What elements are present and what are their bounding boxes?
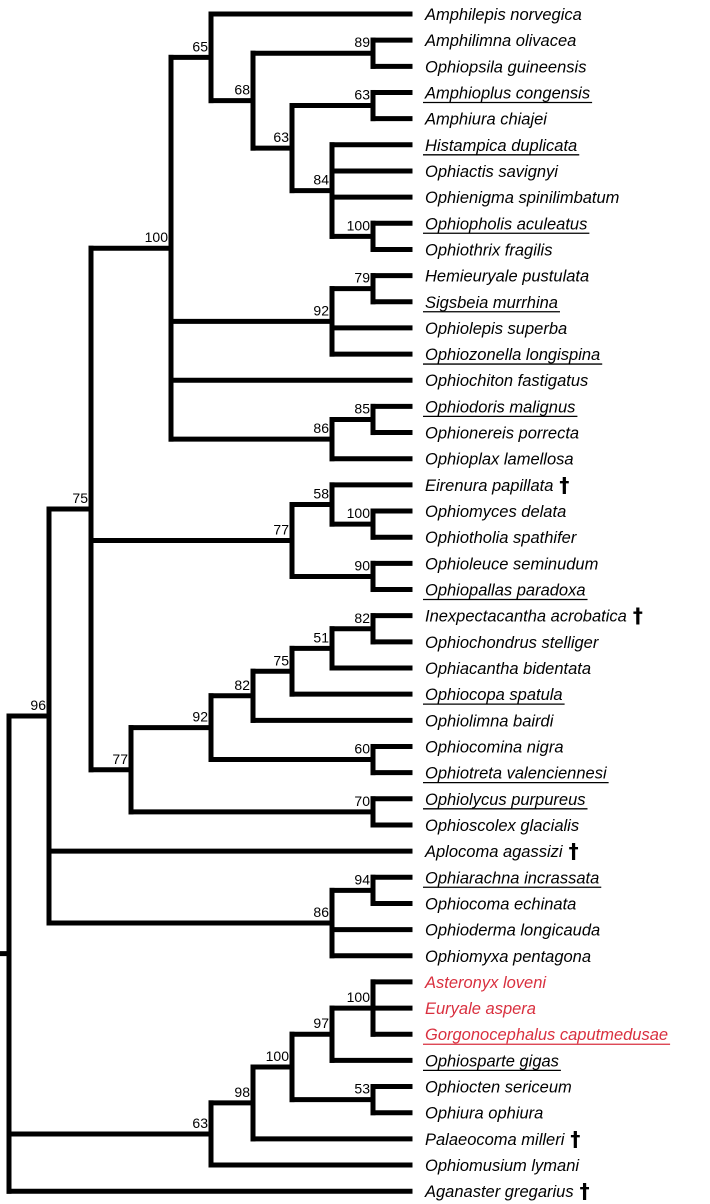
taxon-gorgonocephalus-caputmedusae: Gorgonocephalus caputmedusae bbox=[425, 1026, 668, 1044]
support-value: 89 bbox=[354, 34, 370, 50]
taxon-ophiocomina-nigra: Ophiocomina nigra bbox=[425, 738, 564, 756]
fossil-dagger-icon: † bbox=[569, 839, 579, 863]
support-value: 79 bbox=[354, 270, 370, 286]
support-value: 94 bbox=[354, 871, 370, 887]
fossil-dagger-icon: † bbox=[580, 1179, 590, 1203]
support-value: 84 bbox=[313, 172, 329, 188]
support-value: 51 bbox=[313, 629, 329, 645]
taxon-histampica-duplicata: Histampica duplicata bbox=[425, 137, 577, 155]
support-value: 68 bbox=[234, 82, 250, 98]
taxon-ophiozonella-longispina: Ophiozonella longispina bbox=[425, 346, 600, 364]
taxon-palaeocoma-milleri: Palaeocoma milleri bbox=[425, 1131, 566, 1149]
taxon-ophiopholis-aculeatus: Ophiopholis aculeatus bbox=[425, 215, 587, 233]
taxon-ophiochondrus-stelliger: Ophiochondrus stelliger bbox=[425, 634, 600, 652]
support-value: 58 bbox=[313, 486, 329, 502]
taxon-ophioplax-lamellosa: Ophioplax lamellosa bbox=[425, 451, 574, 469]
support-value: 63 bbox=[273, 129, 289, 145]
support-value: 100 bbox=[266, 1048, 290, 1064]
taxon-ophiopallas-paradoxa: Ophiopallas paradoxa bbox=[425, 582, 586, 600]
support-value: 70 bbox=[354, 793, 370, 809]
fossil-dagger-icon: † bbox=[570, 1127, 580, 1151]
taxon-ophienigma-spinilimbatum: Ophienigma spinilimbatum bbox=[425, 189, 619, 207]
taxon-ophioscolex-glacialis: Ophioscolex glacialis bbox=[425, 817, 579, 835]
support-value: 77 bbox=[112, 751, 128, 767]
taxon-ophiacantha-bidentata: Ophiacantha bidentata bbox=[425, 660, 591, 678]
taxon-euryale-aspera: Euryale aspera bbox=[425, 1000, 536, 1018]
taxon-ophiodoris-malignus: Ophiodoris malignus bbox=[425, 398, 575, 416]
support-value: 65 bbox=[192, 38, 208, 54]
taxon-amphioplus-congensis: Amphioplus congensis bbox=[424, 84, 590, 102]
support-value: 98 bbox=[234, 1084, 250, 1100]
support-value: 86 bbox=[313, 904, 329, 920]
support-value: 82 bbox=[354, 610, 370, 626]
taxon-ophiomusium-lymani: Ophiomusium lymani bbox=[425, 1157, 580, 1175]
support-value: 100 bbox=[145, 229, 169, 245]
support-value: 97 bbox=[313, 1015, 329, 1031]
support-value: 82 bbox=[234, 677, 250, 693]
support-value: 96 bbox=[30, 697, 46, 713]
taxon-ophiocoma-echinata: Ophiocoma echinata bbox=[425, 895, 576, 913]
taxon-aplocoma-agassizi: Aplocoma agassizi bbox=[424, 843, 564, 861]
taxon-ophiomyces-delata: Ophiomyces delata bbox=[425, 503, 566, 521]
taxon-ophiolycus-purpureus: Ophiolycus purpureus bbox=[425, 791, 586, 809]
taxon-ophiotholia-spathifer: Ophiotholia spathifer bbox=[425, 529, 578, 547]
taxon-amphilepis-norvegica: Amphilepis norvegica bbox=[424, 6, 582, 24]
taxon-ophiactis-savignyi: Ophiactis savignyi bbox=[425, 163, 559, 181]
support-value: 100 bbox=[347, 989, 371, 1005]
support-value: 63 bbox=[354, 87, 370, 103]
taxon-ophiochiton-fastigatus: Ophiochiton fastigatus bbox=[425, 372, 588, 390]
taxon-ophiosparte-gigas: Ophiosparte gigas bbox=[425, 1052, 559, 1070]
taxon-amphilimna-olivacea: Amphilimna olivacea bbox=[424, 32, 576, 50]
taxon-inexpectacantha-acrobatica: Inexpectacantha acrobatica bbox=[425, 608, 627, 626]
support-value: 100 bbox=[347, 217, 371, 233]
taxon-eirenura-papillata: Eirenura papillata bbox=[425, 477, 553, 495]
taxon-ophiothrix-fragilis: Ophiothrix fragilis bbox=[425, 241, 552, 259]
taxon-ophioderma-longicauda: Ophioderma longicauda bbox=[425, 922, 600, 940]
taxon-ophiotreta-valenciennesi: Ophiotreta valenciennesi bbox=[425, 765, 608, 783]
fossil-dagger-icon: † bbox=[633, 604, 643, 628]
taxon-ophiarachna-incrassata: Ophiarachna incrassata bbox=[425, 869, 599, 887]
taxon-ophiolepis-superba: Ophiolepis superba bbox=[425, 320, 567, 338]
taxon-amphiura-chiajei: Amphiura chiajei bbox=[424, 111, 548, 129]
taxon-ophiopsila-guineensis: Ophiopsila guineensis bbox=[425, 58, 586, 76]
support-value: 77 bbox=[273, 521, 289, 537]
fossil-dagger-icon: † bbox=[559, 473, 569, 497]
taxon-ophiocopa-spatula: Ophiocopa spatula bbox=[425, 686, 563, 704]
tree-branches bbox=[0, 11, 413, 1194]
support-value: 90 bbox=[354, 557, 370, 573]
taxon-ophionereis-porrecta: Ophionereis porrecta bbox=[425, 425, 579, 443]
support-value: 75 bbox=[273, 652, 289, 668]
tree-labels: 89 63 100 84 63 68 65 79 92 85 86 100 100 58 90 77 82 51 7… bbox=[30, 6, 671, 1203]
support-value: 92 bbox=[313, 302, 329, 318]
support-value: 86 bbox=[313, 420, 329, 436]
support-value: 63 bbox=[192, 1115, 208, 1131]
taxon-sigsbeia-murrhina: Sigsbeia murrhina bbox=[425, 294, 558, 312]
taxon-ophiocten-sericeum: Ophiocten sericeum bbox=[425, 1079, 572, 1097]
support-value: 92 bbox=[192, 709, 208, 725]
taxon-ophiomyxa-pentagona: Ophiomyxa pentagona bbox=[425, 948, 591, 966]
taxon-ophiura-ophiura: Ophiura ophiura bbox=[425, 1105, 543, 1123]
taxon-ophiolimna-bairdi: Ophiolimna bairdi bbox=[425, 712, 555, 730]
taxon-asteronyx-loveni: Asteronyx loveni bbox=[424, 974, 547, 992]
support-value: 85 bbox=[354, 400, 370, 416]
support-value: 100 bbox=[347, 505, 371, 521]
taxon-aganaster-gregarius: Aganaster gregarius bbox=[424, 1183, 574, 1201]
support-value: 60 bbox=[354, 741, 370, 757]
support-value: 75 bbox=[72, 490, 88, 506]
support-value: 53 bbox=[354, 1081, 370, 1097]
taxon-ophioleuce-seminudum: Ophioleuce seminudum bbox=[425, 555, 598, 573]
taxon-hemieuryale-pustulata: Hemieuryale pustulata bbox=[425, 268, 589, 286]
